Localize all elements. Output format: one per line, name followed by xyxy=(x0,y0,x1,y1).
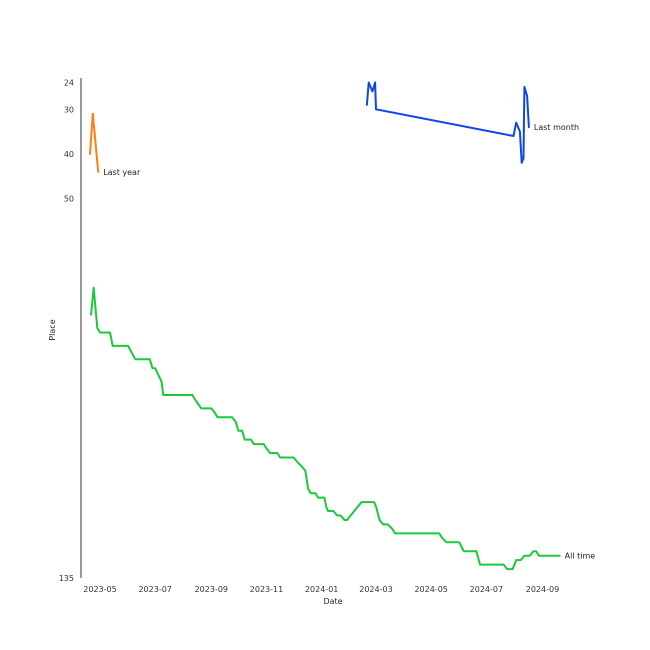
series-labels: Last year Last month All time xyxy=(103,123,595,561)
x-tick-label: 2023-09 xyxy=(195,585,228,594)
x-tick-label: 2023-05 xyxy=(83,585,116,594)
x-tick-label: 2024-03 xyxy=(359,585,392,594)
series-lines xyxy=(89,81,561,571)
y-tick-label: 135 xyxy=(59,574,74,583)
series-label-all-time: All time xyxy=(565,552,596,561)
series-line-last-month xyxy=(365,81,530,164)
x-tick-label: 2023-11 xyxy=(250,585,283,594)
x-tick-label: 2024-09 xyxy=(526,585,559,594)
series-label-last-year: Last year xyxy=(103,168,141,177)
series-line-all-time xyxy=(90,286,561,571)
y-tick-label: 24 xyxy=(64,78,74,87)
x-tick-label: 2024-07 xyxy=(470,585,503,594)
x-tick-label: 2024-05 xyxy=(414,585,447,594)
y-tick-label: 50 xyxy=(64,195,74,204)
x-axis-label: Date xyxy=(323,597,342,606)
x-tick-labels: 2023-05 2023-07 2023-09 2023-11 2024-01 2024-… xyxy=(83,585,559,594)
x-tick-label: 2024-01 xyxy=(305,585,338,594)
y-tick-label: 40 xyxy=(64,150,74,159)
y-axis-label: Place xyxy=(48,319,57,340)
y-tick-label: 30 xyxy=(64,105,74,114)
series-label-last-month: Last month xyxy=(534,123,579,132)
series-line-last-year xyxy=(89,112,100,173)
y-tick-labels: 24 30 40 50 135 xyxy=(59,78,74,583)
x-tick-label: 2023-07 xyxy=(138,585,171,594)
